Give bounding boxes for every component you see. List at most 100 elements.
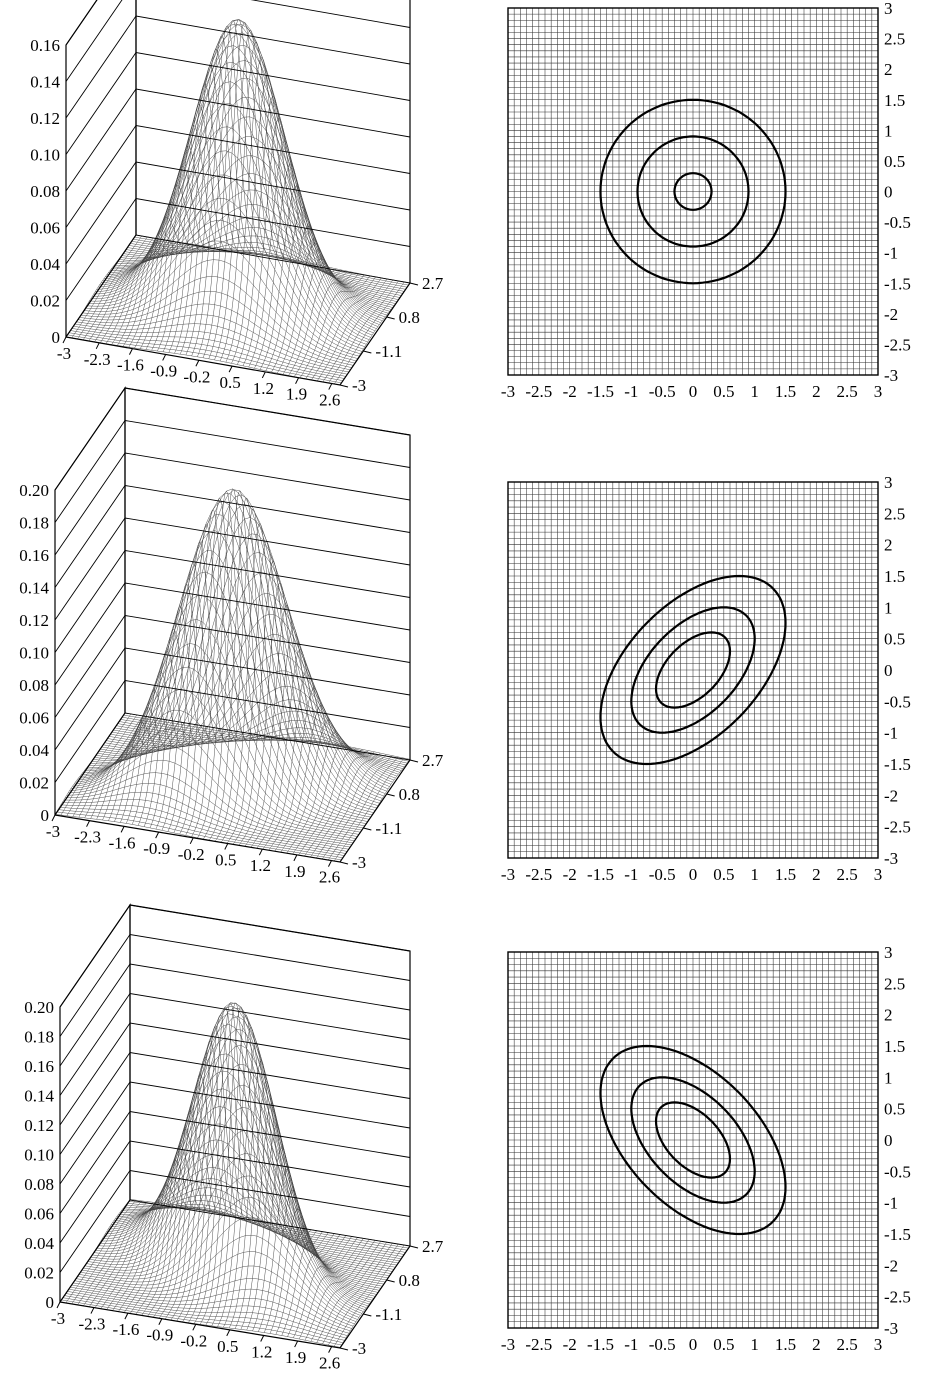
mesh-line-y (113, 1167, 395, 1270)
x-tick (120, 826, 125, 833)
mesh-line-y (79, 290, 354, 366)
z-tick-label: 0.20 (19, 481, 49, 500)
mesh-line-x (117, 241, 188, 346)
mesh-line-x (176, 1026, 247, 1322)
y-tick-label: 0.8 (399, 1271, 420, 1290)
x-tick-label: 1 (750, 382, 759, 401)
x-tick (155, 831, 160, 839)
x-tick-label: 1.5 (775, 865, 796, 884)
z-gridline (54, 680, 411, 783)
mesh-line-x (197, 20, 268, 357)
z-gridline (59, 1052, 411, 1155)
y-tick-label: 2.5 (884, 30, 905, 49)
y-tick-label: 0.5 (884, 1100, 905, 1119)
mesh-line-x (228, 1060, 300, 1329)
mesh-line-y (114, 136, 389, 314)
y-tick (386, 316, 395, 320)
x-tick-label: 1 (750, 865, 759, 884)
mesh-line-y (105, 1070, 386, 1283)
plot-frame (507, 481, 879, 859)
mesh-line-x (232, 561, 304, 845)
z-gridline (54, 582, 411, 686)
mesh-line-x (328, 1243, 399, 1346)
mesh-line-x (151, 145, 222, 351)
x-tick (295, 377, 300, 384)
z-gridline (59, 993, 411, 1096)
y-tick-label: -2.5 (884, 335, 911, 354)
x-tick (56, 1301, 61, 1309)
z-tick-label: 0.08 (24, 1175, 54, 1194)
mesh-line-x (140, 184, 211, 349)
background-grid (507, 481, 879, 859)
mesh-line-x (223, 1042, 294, 1328)
mesh-line-x (170, 1039, 241, 1321)
x-tick (328, 1346, 333, 1353)
surface-mesh (54, 488, 411, 863)
z-tick-label: 0.08 (19, 676, 49, 695)
x-tick-label: -2.5 (525, 1335, 552, 1354)
x-tick (260, 1335, 265, 1342)
mesh-line-x (274, 705, 345, 852)
z-gridline (65, 198, 411, 301)
mesh-line-x (317, 278, 388, 382)
x-tick-label: -2 (563, 865, 577, 884)
mesh-line-x (299, 275, 371, 378)
y-tick (339, 384, 349, 388)
mesh-line-x (197, 488, 268, 838)
z-tick-label: 0.10 (30, 146, 60, 165)
mesh-line-x (275, 1226, 346, 1335)
mesh-line-y (108, 685, 395, 781)
z-gridline (59, 1022, 411, 1126)
y-tick-label: -1.1 (375, 342, 402, 361)
y-tick-label: -0.5 (884, 213, 911, 232)
mesh-line-x (137, 650, 209, 826)
mesh-line-x (174, 65, 245, 354)
mesh-line-x (310, 1241, 381, 1342)
mesh-line-x (316, 1242, 387, 1343)
mesh-line-x (282, 258, 354, 375)
x-tick-label: 0.5 (713, 1335, 734, 1354)
mesh-line-x (179, 49, 251, 355)
mesh-line-x (252, 1147, 323, 1331)
z-tick-label: 0.04 (19, 741, 49, 760)
contour-plot-4: -3 -2.5 -2 -1.5 -1 -0.5 0 0.5 1 1.5 2 2.5 3 3 2.5 2 1.5 1… (501, 473, 911, 884)
z-gridline (59, 904, 411, 1008)
mesh-line-y (97, 533, 383, 799)
z-tick-label: 0.16 (19, 546, 49, 565)
mesh-line-x (112, 1194, 183, 1311)
mesh-line-x (164, 1057, 236, 1320)
y-tick (339, 1347, 349, 1351)
mesh-line-x (72, 715, 143, 817)
x-tick-label: -0.9 (146, 1326, 173, 1345)
z-gridline (65, 52, 411, 155)
mesh-line-y (85, 514, 371, 818)
mesh-line-x (262, 669, 333, 850)
y-tick-label: -2 (884, 305, 898, 324)
mesh-line-x (100, 240, 171, 343)
mesh-line-y (81, 571, 367, 824)
mesh-line-x (322, 755, 393, 860)
mesh-line-x (242, 118, 314, 366)
y-tick (386, 1279, 395, 1283)
mesh-line-x (203, 490, 274, 840)
x-tick (128, 348, 133, 355)
x-tick-label: -1.5 (587, 865, 614, 884)
z-tick-label: 0.14 (30, 73, 60, 92)
mesh-line-x (102, 720, 173, 821)
y-tick-label: 0 (884, 1131, 893, 1150)
mesh-line-x (124, 1173, 195, 1313)
contour-line-3 (599, 1044, 787, 1236)
z-gridline (65, 161, 411, 265)
mesh-line-x (191, 26, 262, 356)
y-tick-label: -3 (352, 376, 366, 395)
y-tick-label: 2 (884, 536, 893, 555)
y-tick-label: -1.5 (884, 1225, 911, 1244)
y-tick-label: -1.1 (375, 1305, 402, 1324)
mesh-line-x (208, 22, 279, 359)
x-tick-label: 1.2 (250, 856, 271, 875)
x-tick-label: -0.2 (180, 1331, 207, 1350)
y-tick-label: 3 (884, 943, 893, 962)
contour-line-1 (654, 631, 732, 709)
y-tick-label: 0.5 (884, 630, 905, 649)
